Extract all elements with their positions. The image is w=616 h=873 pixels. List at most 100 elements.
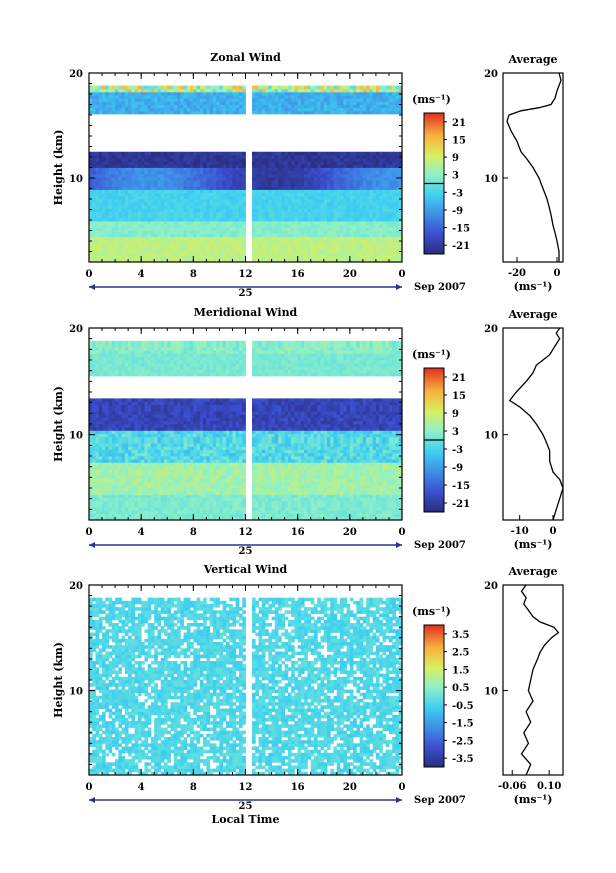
heatmap-cell: [108, 360, 113, 364]
heatmap-cell: [134, 221, 139, 225]
heatmap-cell: [366, 224, 370, 228]
heatmap-cell: [395, 230, 400, 235]
heatmap-cell: [395, 173, 400, 178]
heatmap-cell: [141, 246, 145, 250]
heatmap-cell: [177, 214, 181, 219]
heatmap-cell: [222, 154, 227, 159]
heatmap-cell: [111, 347, 116, 351]
heatmap-cell: [265, 258, 269, 263]
heatmap-cell: [173, 224, 178, 228]
heatmap-cell: [180, 221, 184, 225]
heatmap-cell: [362, 221, 367, 225]
heatmap-cell: [297, 246, 302, 250]
heatmap-cell: [173, 186, 178, 190]
heatmap-cell: [261, 255, 266, 260]
heatmap-cell: [336, 205, 341, 209]
heatmap-cell: [203, 214, 207, 219]
heatmap-cell: [333, 249, 338, 253]
heatmap-cell: [216, 91, 220, 96]
heatmap-cell: [137, 202, 142, 206]
heatmap-cell: [199, 88, 204, 93]
heatmap-cell: [323, 101, 328, 105]
heatmap-cell: [147, 233, 152, 238]
heatmap-cell: [105, 360, 109, 364]
heatmap-cell: [108, 205, 113, 209]
heatmap-cell: [98, 180, 103, 184]
heatmap-cell: [261, 104, 266, 109]
heatmap-cell: [154, 243, 158, 247]
heatmap-cell: [121, 436, 126, 441]
heatmap-cell: [375, 199, 380, 203]
heatmap-cell: [105, 88, 109, 93]
heatmap-cell: [300, 249, 305, 253]
heatmap-cell: [98, 353, 103, 358]
heatmap-cell: [271, 249, 276, 253]
heatmap-cell: [307, 104, 312, 109]
heatmap-cell: [115, 85, 119, 90]
heatmap-cell: [144, 214, 149, 219]
heatmap-cell: [199, 214, 204, 219]
heatmap-cell: [89, 360, 93, 364]
heatmap-cell: [108, 227, 113, 231]
heatmap-cell: [310, 151, 315, 156]
heatmap-cell: [222, 217, 227, 222]
heatmap-cell: [118, 484, 122, 489]
heatmap-cell: [131, 353, 136, 358]
heatmap-cell: [134, 199, 139, 203]
heatmap-cell: [362, 170, 367, 175]
heatmap-cell: [382, 258, 387, 263]
heatmap-cell: [222, 167, 227, 172]
heatmap-cell: [346, 85, 351, 90]
heatmap-cell: [128, 462, 132, 466]
heatmap-cell: [134, 85, 139, 90]
heatmap-cell: [92, 243, 96, 247]
heatmap-cell: [92, 356, 96, 361]
heatmap-cell: [372, 101, 377, 105]
heatmap-cell: [398, 161, 403, 165]
heatmap-cell: [95, 151, 100, 156]
heatmap-cell: [209, 217, 214, 222]
heatmap-cell: [154, 104, 158, 109]
heatmap-cell: [102, 356, 106, 361]
heatmap-cell: [212, 217, 217, 222]
heatmap-cell: [141, 214, 145, 219]
heatmap-cell: [157, 167, 162, 172]
heatmap-cell: [137, 104, 142, 109]
heatmap-cell: [268, 154, 272, 159]
heatmap-cell: [353, 98, 357, 102]
heatmap-cell: [343, 239, 347, 244]
heatmap-cell: [362, 95, 367, 99]
heatmap-cell: [278, 221, 282, 225]
heatmap-cell: [124, 513, 129, 518]
heatmap-cell: [255, 167, 259, 172]
heatmap-cell: [294, 205, 299, 209]
heatmap-cell: [362, 199, 367, 203]
heatmap-cell: [124, 481, 129, 486]
heatmap-cell: [313, 151, 318, 156]
heatmap-cell: [268, 217, 272, 222]
heatmap-cell: [219, 180, 224, 184]
heatmap-cell: [307, 161, 312, 165]
heatmap-cell: [193, 98, 197, 102]
heatmap-cell: [98, 491, 103, 495]
heatmap-cell: [128, 192, 132, 197]
colorbar-tick-label: 9: [452, 153, 459, 164]
heatmap-cell: [313, 88, 318, 93]
heatmap-cell: [291, 205, 295, 209]
heatmap-cell: [102, 85, 106, 90]
heatmap-cell: [115, 369, 119, 374]
heatmap-cell: [170, 255, 175, 260]
heatmap-cell: [150, 95, 155, 99]
heatmap-cell: [115, 472, 119, 476]
heatmap-cell: [317, 255, 321, 260]
heatmap-cell: [398, 195, 403, 200]
heatmap-cell: [124, 414, 129, 418]
heatmap-cell: [375, 164, 380, 168]
heatmap-cell: [362, 243, 367, 247]
heatmap-cell: [291, 195, 295, 200]
heatmap-cell: [340, 173, 344, 178]
heatmap-cell: [395, 107, 400, 112]
heatmap-cell: [235, 208, 240, 212]
heatmap-cell: [255, 192, 259, 197]
heatmap-cell: [353, 221, 357, 225]
